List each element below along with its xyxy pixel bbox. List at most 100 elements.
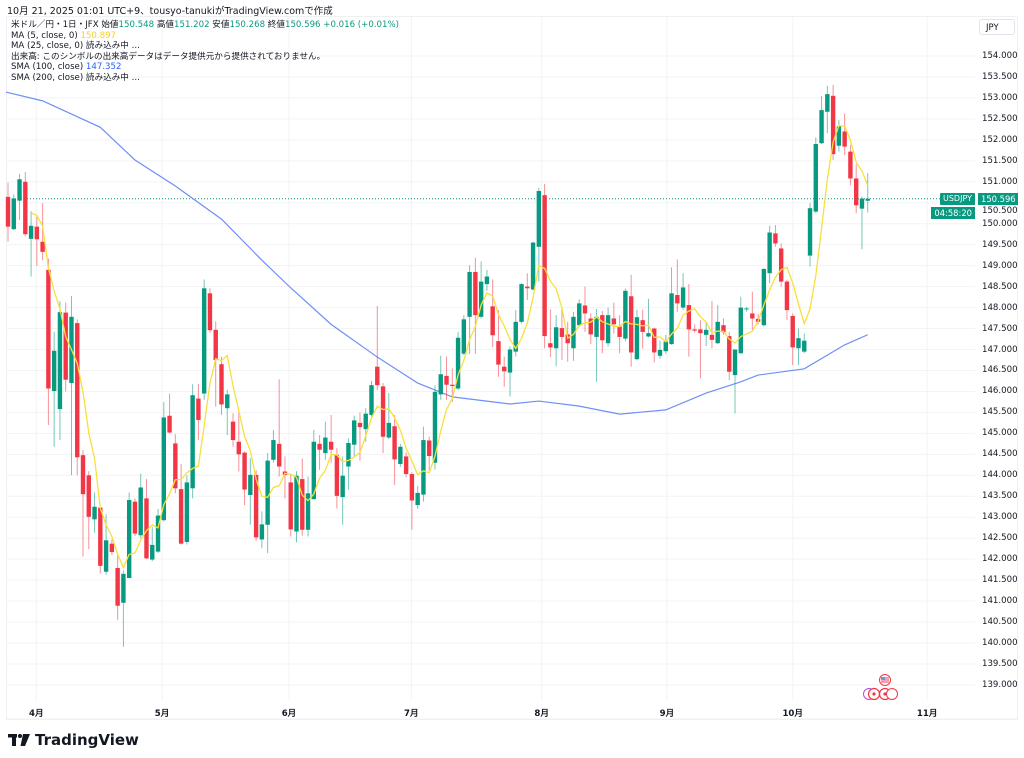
candle-body <box>519 284 524 322</box>
high-label: 高値 <box>156 20 175 30</box>
tradingview-logo[interactable]: TradingView <box>8 731 139 749</box>
candle <box>190 384 195 499</box>
candle-body <box>634 317 640 360</box>
candle-body <box>132 501 138 534</box>
legend-ma25[interactable]: MA (25, close, 0) 読み込み中 ... <box>11 41 399 52</box>
candle-body <box>328 441 334 450</box>
legend-sma200[interactable]: SMA (200, close) 読み込み中 ... <box>11 73 399 84</box>
chart-caption: 10月 21, 2025 01:01 UTC+9、tousyo-tanukiがT… <box>7 6 333 17</box>
candle <box>582 286 588 332</box>
candle-body <box>478 281 484 317</box>
candle-body <box>611 318 617 325</box>
candle-body <box>461 319 467 354</box>
candle <box>744 306 749 312</box>
candle <box>548 309 553 358</box>
candle-body <box>80 455 86 495</box>
candle-body <box>253 474 259 538</box>
candle-body <box>623 290 628 339</box>
candle <box>490 279 495 347</box>
price-tick-label: 153.500 <box>982 71 1018 82</box>
candle <box>473 257 478 354</box>
candle-body <box>23 181 28 235</box>
candle <box>427 436 432 471</box>
low-value: 150.268 <box>229 20 266 30</box>
candle <box>109 539 115 555</box>
price-tick-label: 142.000 <box>982 554 1018 565</box>
candle <box>703 321 709 347</box>
price-tick-label: 142.500 <box>982 533 1018 544</box>
candle-body <box>121 573 126 603</box>
legend-volume[interactable]: 出来高: このシンボルの出来高データはデータ提供元から提供されておりません。 <box>11 52 399 63</box>
candle-body <box>680 287 686 308</box>
price-tick-label: 139.000 <box>982 679 1018 690</box>
candle-body <box>230 421 236 441</box>
candle-body <box>403 456 409 475</box>
candle-body <box>40 241 45 252</box>
candle-body <box>796 338 801 349</box>
candle <box>657 340 663 359</box>
candle <box>51 331 57 447</box>
bar-countdown: 04:58:20 <box>931 207 975 219</box>
candle <box>23 172 28 237</box>
candle-body <box>536 191 542 247</box>
legend: 米ドル／円・1日・JFX 始値150.548 高値151.202 安値150.2… <box>11 20 399 84</box>
candle <box>507 346 513 397</box>
candle-body <box>438 374 443 395</box>
candle <box>640 309 645 349</box>
candle-body <box>421 440 426 495</box>
candle <box>715 305 720 345</box>
candle-body <box>109 543 115 553</box>
volume-label: 出来高: このシンボルの出来高データはデータ提供元から提供されておりません。 <box>11 51 326 62</box>
candle-body <box>686 305 692 330</box>
candle <box>634 309 640 360</box>
legend-symbol-row: 米ドル／円・1日・JFX 始値150.548 高値151.202 安値150.2… <box>11 20 399 31</box>
candle-body <box>502 366 507 372</box>
price-tick-label: 149.500 <box>982 239 1018 250</box>
candle <box>686 284 692 357</box>
candle-body <box>848 151 853 179</box>
candle-body <box>813 144 818 212</box>
candle-body <box>761 269 767 326</box>
candle-body <box>138 487 143 536</box>
candle-body <box>484 276 490 285</box>
candle-body <box>450 384 455 386</box>
price-tick-label: 145.000 <box>982 428 1018 439</box>
candle-body <box>46 269 51 389</box>
candle-body <box>346 443 351 467</box>
candle-body <box>28 225 34 239</box>
candle <box>403 452 409 478</box>
last-price-value: 150.596 <box>981 194 1016 204</box>
candle <box>386 393 392 440</box>
legend-ma5[interactable]: MA (5, close, 0) 150.897 <box>11 31 399 42</box>
candle <box>819 95 824 145</box>
candle-body <box>732 349 738 376</box>
candle <box>680 273 686 310</box>
candle-body <box>392 426 397 460</box>
candle <box>848 144 853 186</box>
candle <box>167 393 172 434</box>
candle <box>132 498 138 537</box>
candle-body <box>150 544 155 560</box>
price-tick-label: 152.500 <box>982 113 1018 124</box>
ma5-value: 150.897 <box>80 30 117 41</box>
candle <box>830 84 836 160</box>
price-tick-label: 146.500 <box>982 365 1018 376</box>
candle-body <box>542 195 547 337</box>
candle <box>727 331 732 381</box>
candle-body <box>496 341 501 365</box>
candle <box>265 453 270 554</box>
candle-body <box>190 395 195 489</box>
candle-body <box>773 233 778 244</box>
candle-body <box>98 507 103 566</box>
candle <box>138 473 143 539</box>
legend-sma100[interactable]: SMA (100, close) 147.352 <box>11 62 399 73</box>
price-tick-label: 152.000 <box>982 134 1018 145</box>
candle-body <box>173 443 178 489</box>
candle-body <box>455 337 461 389</box>
candle <box>484 269 490 291</box>
event-icons[interactable] <box>863 674 898 701</box>
candle <box>836 120 842 152</box>
currency-button[interactable]: JPY <box>979 19 1015 35</box>
ma5-line <box>30 125 869 570</box>
